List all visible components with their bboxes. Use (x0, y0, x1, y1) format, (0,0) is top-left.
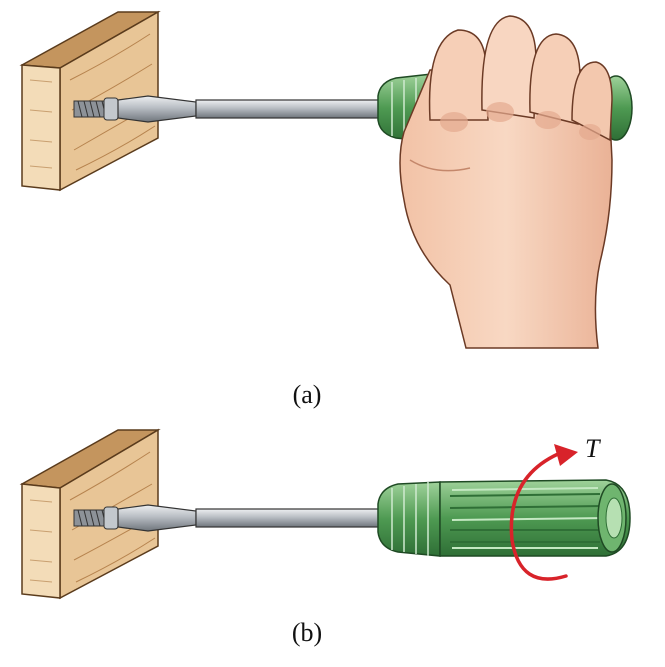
screwdriver-handle-b (377, 479, 631, 557)
panel-b (19, 428, 631, 600)
caption-panel-b: (b) (291, 618, 323, 647)
caption-panel-a: (a) (292, 380, 322, 409)
torque-label: T (585, 434, 600, 463)
wood-end-grain (21, 64, 61, 191)
screw-a (73, 97, 119, 121)
torque-arrow (509, 444, 578, 581)
screwdriver-shaft-a (117, 95, 383, 123)
arrowhead (554, 444, 578, 466)
panel-a (19, 10, 633, 349)
screwdriver-shaft-b (117, 504, 383, 532)
hand-gripping-handle (399, 15, 613, 349)
screw-b (73, 506, 119, 530)
wood-end-grain (21, 483, 61, 599)
